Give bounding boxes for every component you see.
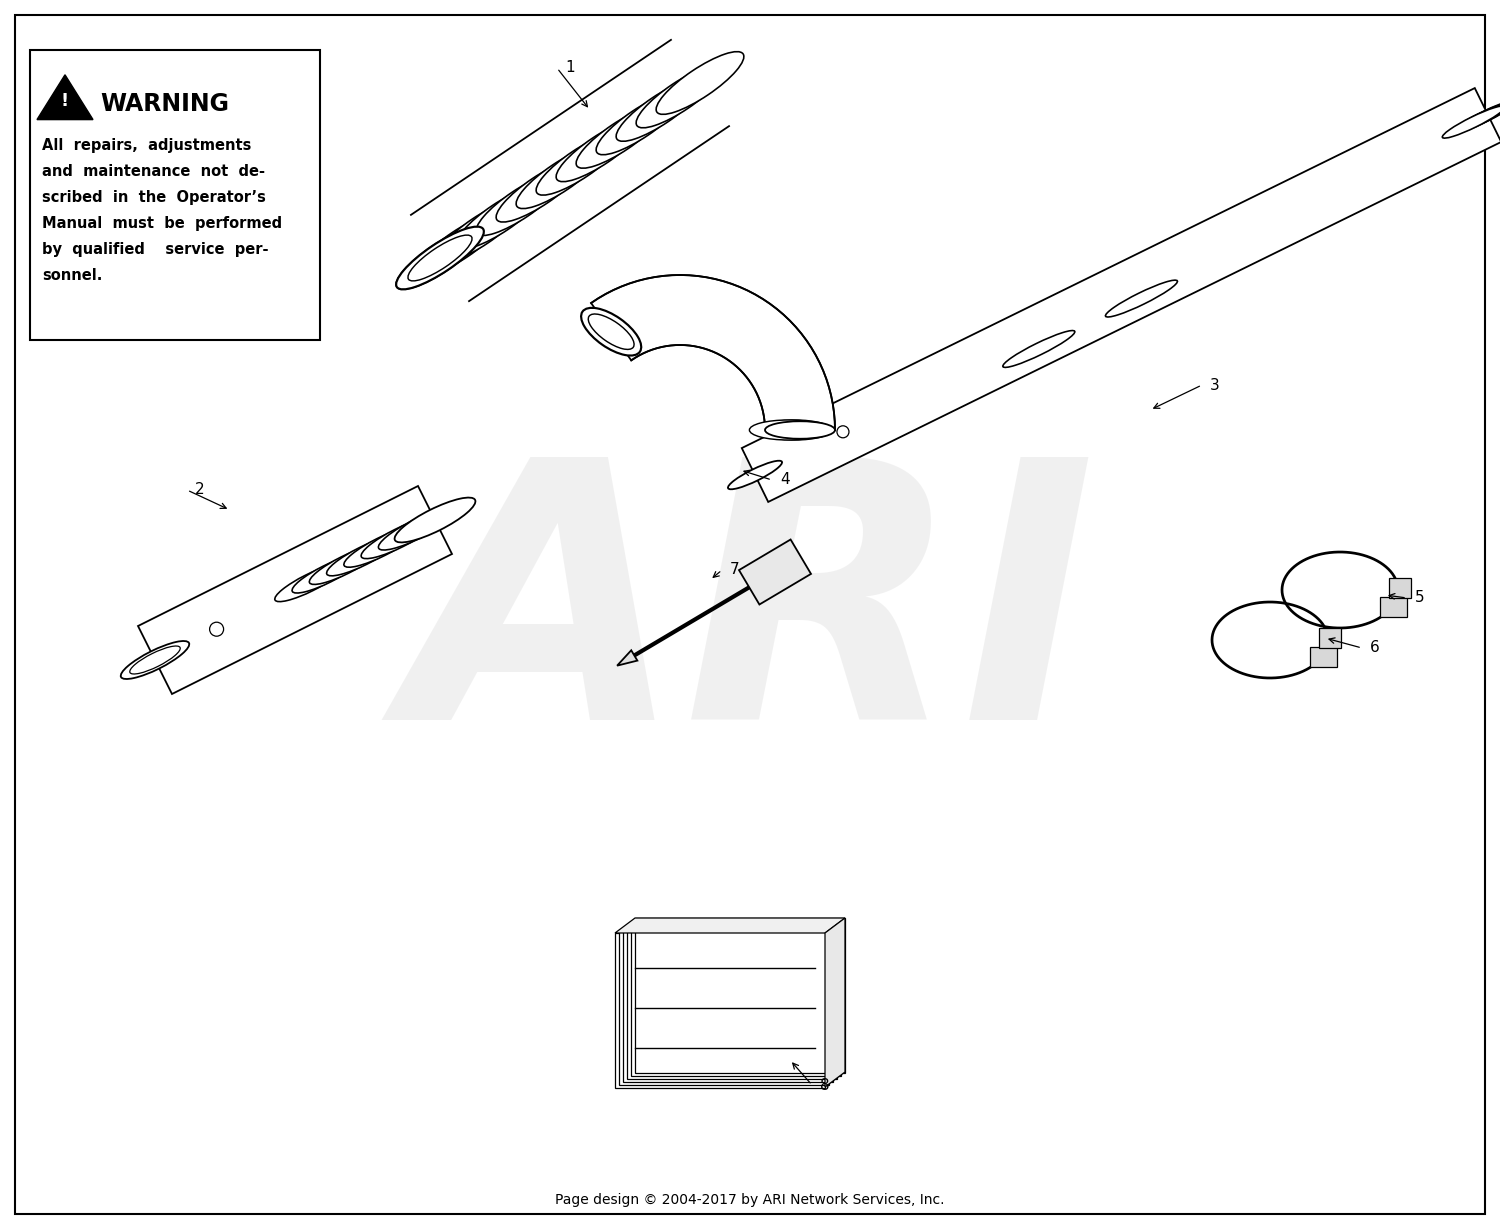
Ellipse shape — [580, 307, 640, 355]
Ellipse shape — [516, 146, 605, 209]
Ellipse shape — [759, 420, 831, 440]
Ellipse shape — [120, 642, 189, 678]
Ellipse shape — [596, 92, 684, 155]
FancyBboxPatch shape — [1380, 597, 1407, 617]
Ellipse shape — [1106, 280, 1178, 317]
Bar — [634, 918, 844, 1073]
FancyBboxPatch shape — [1318, 628, 1341, 648]
Text: and  maintenance  not  de-: and maintenance not de- — [42, 163, 266, 179]
Text: 5: 5 — [1414, 590, 1425, 606]
Ellipse shape — [416, 213, 504, 275]
Text: 8: 8 — [821, 1078, 830, 1093]
Text: by  qualified    service  per-: by qualified service per- — [42, 242, 268, 257]
Ellipse shape — [728, 461, 782, 489]
Ellipse shape — [394, 498, 476, 542]
Ellipse shape — [344, 527, 418, 568]
Ellipse shape — [656, 52, 744, 114]
Bar — [627, 924, 837, 1079]
Text: WARNING: WARNING — [100, 92, 230, 116]
Bar — [30, 50, 320, 340]
Text: ARI: ARI — [404, 445, 1096, 794]
FancyBboxPatch shape — [1310, 646, 1336, 667]
Bar — [622, 927, 833, 1082]
Polygon shape — [38, 75, 93, 119]
Ellipse shape — [1452, 103, 1500, 134]
Polygon shape — [616, 650, 638, 666]
Ellipse shape — [396, 226, 484, 289]
Ellipse shape — [616, 79, 704, 141]
Text: 3: 3 — [1210, 377, 1219, 392]
Ellipse shape — [588, 313, 634, 349]
Ellipse shape — [576, 106, 664, 168]
Ellipse shape — [436, 199, 524, 263]
Text: All  repairs,  adjustments: All repairs, adjustments — [42, 138, 252, 152]
Ellipse shape — [496, 160, 584, 222]
Text: 4: 4 — [780, 472, 789, 488]
Text: Manual  must  be  performed: Manual must be performed — [42, 216, 282, 231]
Polygon shape — [138, 485, 452, 694]
Text: 6: 6 — [1370, 640, 1380, 655]
Bar — [620, 930, 830, 1085]
Circle shape — [837, 425, 849, 438]
Text: !: ! — [62, 92, 69, 111]
Circle shape — [210, 622, 224, 637]
Text: sonnel.: sonnel. — [42, 268, 102, 283]
Ellipse shape — [408, 235, 472, 281]
Ellipse shape — [750, 420, 827, 440]
Ellipse shape — [327, 536, 399, 576]
Polygon shape — [591, 275, 836, 430]
Ellipse shape — [309, 546, 381, 585]
Bar — [615, 933, 825, 1088]
Polygon shape — [742, 88, 1500, 501]
Text: scribed  in  the  Operator’s: scribed in the Operator’s — [42, 190, 266, 205]
Ellipse shape — [130, 646, 180, 673]
Polygon shape — [615, 918, 844, 933]
Text: 2: 2 — [195, 483, 204, 498]
Ellipse shape — [274, 564, 344, 602]
Ellipse shape — [378, 508, 456, 551]
Ellipse shape — [556, 119, 644, 182]
Ellipse shape — [536, 133, 624, 195]
Text: 1: 1 — [566, 60, 574, 75]
Bar — [632, 921, 842, 1077]
Ellipse shape — [1443, 106, 1500, 138]
Ellipse shape — [636, 65, 724, 128]
Text: Page design © 2004-2017 by ARI Network Services, Inc.: Page design © 2004-2017 by ARI Network S… — [555, 1193, 945, 1207]
Ellipse shape — [362, 517, 436, 559]
Text: 7: 7 — [730, 563, 740, 578]
Ellipse shape — [476, 173, 564, 236]
Ellipse shape — [456, 187, 544, 249]
Ellipse shape — [292, 556, 362, 594]
Polygon shape — [740, 540, 812, 605]
Ellipse shape — [396, 226, 484, 289]
Polygon shape — [825, 918, 844, 1086]
Ellipse shape — [1461, 101, 1500, 129]
Ellipse shape — [765, 422, 836, 439]
Ellipse shape — [1004, 331, 1076, 367]
FancyBboxPatch shape — [1389, 578, 1411, 597]
